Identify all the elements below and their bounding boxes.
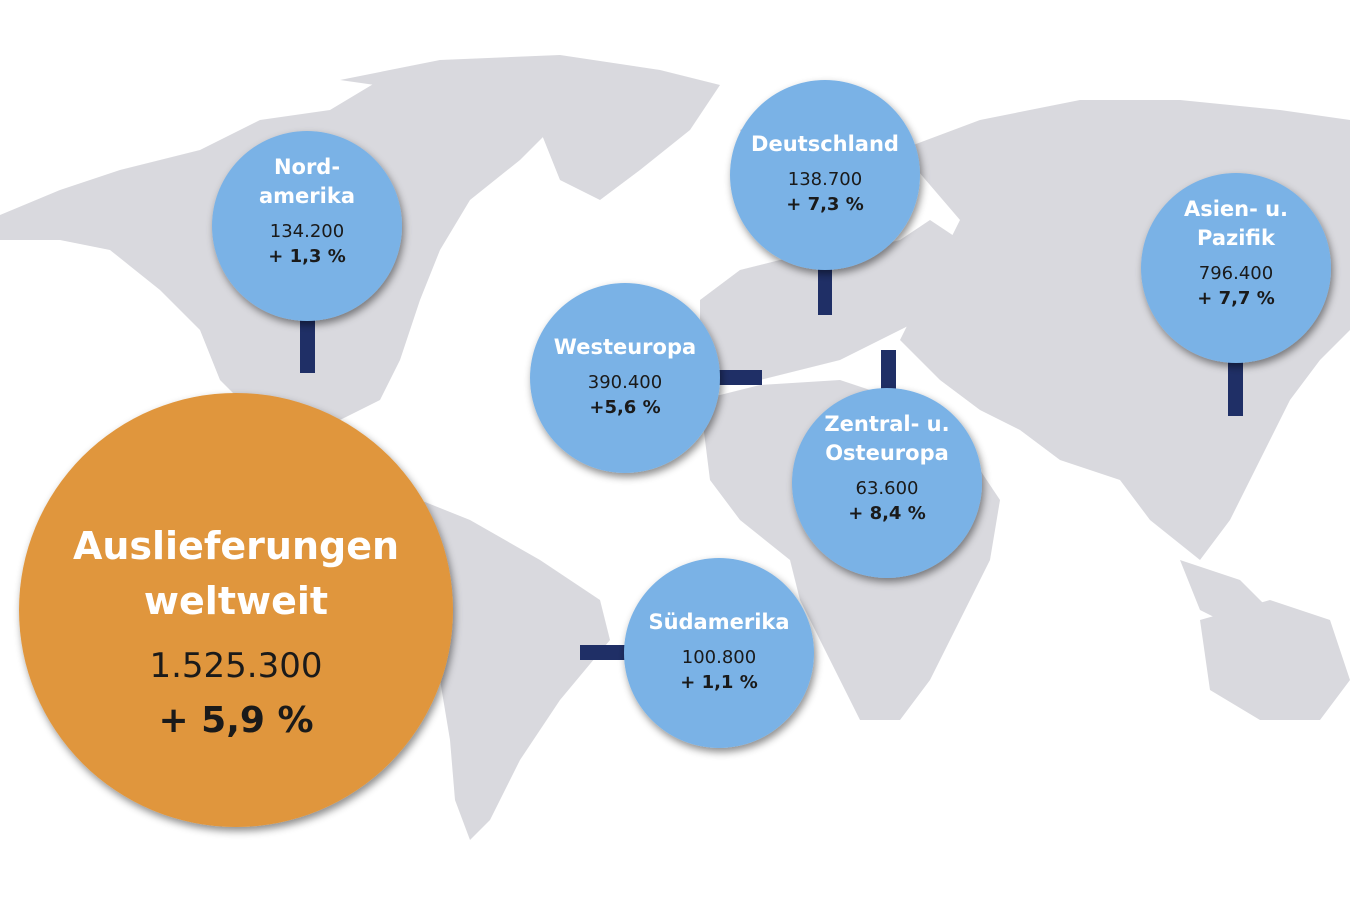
connector <box>818 266 832 315</box>
bubble <box>730 80 920 270</box>
bubble <box>624 558 814 748</box>
bubble <box>530 283 720 473</box>
bubble <box>212 131 402 321</box>
region-label: Asien- u. <box>1184 197 1288 221</box>
connector <box>881 350 896 390</box>
bubble <box>1141 173 1331 363</box>
region-bubble: Nord-amerika 134.200 + 1,3 % <box>212 131 402 321</box>
total-label: weltweit <box>144 579 328 623</box>
region-label: Pazifik <box>1197 226 1276 250</box>
region-label: Osteuropa <box>825 441 949 465</box>
region-change: + 1,1 % <box>680 672 758 693</box>
region-value: 134.200 <box>270 221 344 242</box>
regions: Nord-amerika 134.200 + 1,3 % Deutschland 138… <box>19 80 1331 827</box>
region-label: Zentral- u. <box>824 412 949 436</box>
total-change: + 5,9 % <box>158 700 313 741</box>
region-bubble: Asien- u. Pazifik 796.400 + 7,7 % <box>1141 173 1331 363</box>
bubble <box>792 388 982 578</box>
region-bubble: Zentral- u. Osteuropa 63.600 + 8,4 % <box>792 388 982 578</box>
region-bubble: Südamerika 100.800 + 1,1 % <box>624 558 814 748</box>
connector <box>718 370 762 385</box>
bubble <box>19 393 453 827</box>
region-change: + 1,3 % <box>268 246 346 267</box>
region-bubble: Westeuropa 390.400 +5,6 % <box>530 283 720 473</box>
region-value: 138.700 <box>788 169 862 190</box>
region-change: + 7,3 % <box>786 194 864 215</box>
region-label: Westeuropa <box>554 335 696 359</box>
connector <box>580 645 626 660</box>
region-label: Südamerika <box>648 610 789 634</box>
connector <box>300 318 315 373</box>
region-bubble: Deutschland 138.700 + 7,3 % <box>730 80 920 270</box>
region-value: 100.800 <box>682 647 756 668</box>
region-value: 63.600 <box>856 478 919 499</box>
region-change: + 8,4 % <box>848 503 926 524</box>
total-value: 1.525.300 <box>149 646 322 686</box>
total-bubble: Auslieferungen weltweit 1.525.300 + 5,9 % <box>19 393 453 827</box>
region-value: 390.400 <box>588 372 662 393</box>
region-value: 796.400 <box>1199 263 1273 284</box>
region-change: +5,6 % <box>589 397 660 418</box>
region-label: Deutschland <box>751 132 899 156</box>
region-label: Nord- <box>274 155 340 179</box>
total-label: Auslieferungen <box>73 524 399 568</box>
connector <box>1228 362 1243 416</box>
region-change: + 7,7 % <box>1197 288 1275 309</box>
region-label: amerika <box>259 184 355 208</box>
